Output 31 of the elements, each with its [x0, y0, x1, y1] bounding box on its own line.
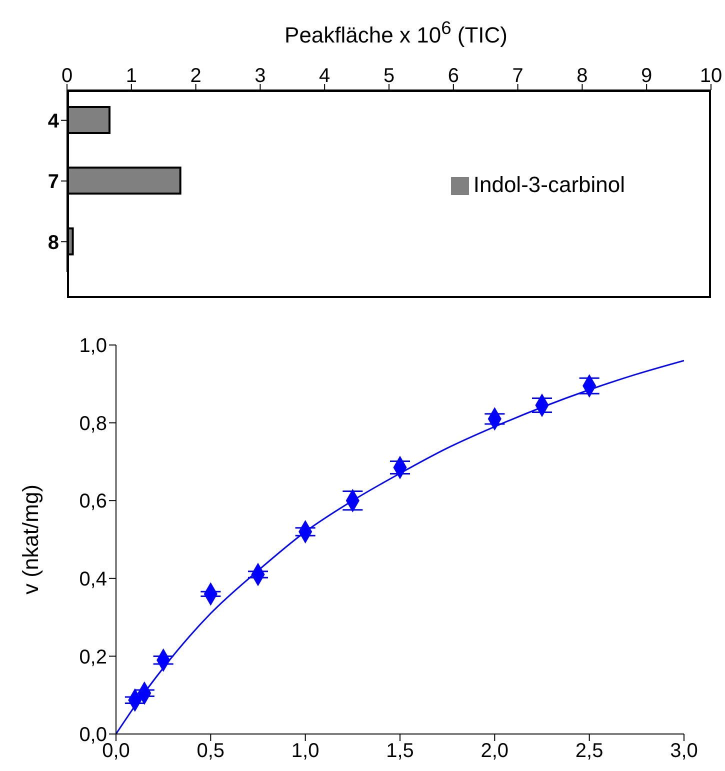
- x-tick-label: 4: [319, 65, 330, 87]
- legend-label: Indol-3-carbinol: [473, 172, 625, 197]
- x-tick-label: 2,5: [575, 740, 604, 762]
- y-tick-label: 0,2: [79, 646, 107, 668]
- bar: [67, 106, 111, 134]
- x-tick-label: 3: [254, 65, 266, 87]
- y-tick-label: 0,8: [79, 412, 107, 435]
- x-tick-label: 7: [512, 65, 524, 87]
- x-tick-label: 1,0: [291, 740, 320, 762]
- x-tick-label: 0: [61, 65, 73, 87]
- x-tick-label: 2: [190, 65, 202, 87]
- y-tick-label: 0,6: [79, 490, 107, 513]
- bar: [67, 166, 182, 195]
- y-axis-title: v (nkat/mg): [18, 484, 43, 595]
- x-tick-label: 3,0: [670, 740, 698, 762]
- x-tick-label: 10: [700, 65, 722, 87]
- x-tick-label: 9: [641, 65, 652, 87]
- x-axis-title: Peakfläche x 10$^{6}$ (TIC): [284, 16, 508, 50]
- x-tick-label: 8: [576, 65, 588, 87]
- y-tick-label: 0,4: [79, 568, 107, 590]
- y-tick-label: 1,0: [79, 335, 107, 358]
- x-tick-label: 1: [126, 65, 137, 87]
- x-tick-label: 0,0: [102, 740, 130, 762]
- y-tick-label: 8: [48, 232, 59, 254]
- y-tick-label: 7: [48, 171, 59, 194]
- x-tick-label: 6: [448, 65, 459, 87]
- x-tick-label: 1,5: [386, 740, 414, 762]
- y-tick-label: 4: [48, 110, 60, 132]
- x-tick-label: 2,0: [480, 740, 509, 762]
- x-tick-label: 0,5: [196, 740, 225, 762]
- x-tick-label: 5: [383, 65, 395, 87]
